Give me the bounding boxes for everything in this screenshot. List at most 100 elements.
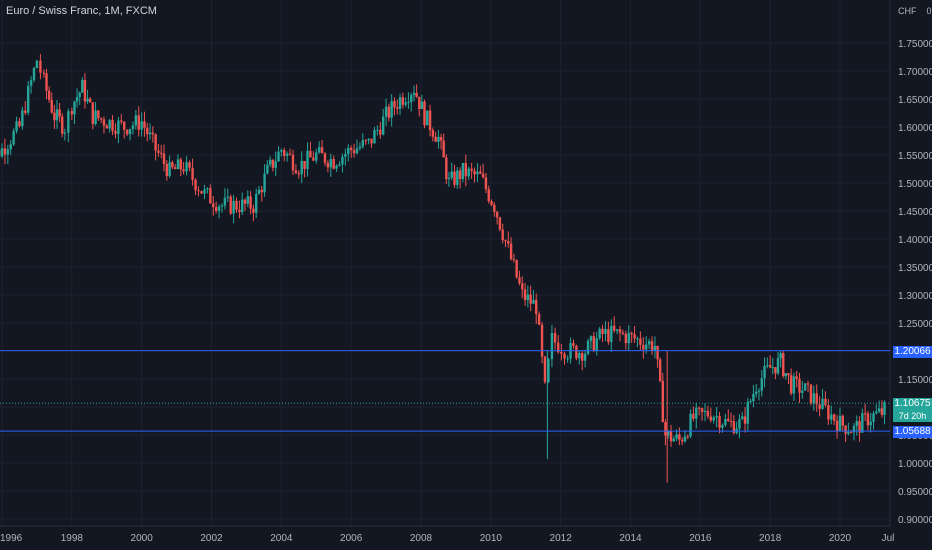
candle-body	[727, 418, 730, 421]
y-tick-label: 1.50000	[898, 179, 932, 190]
candle-body	[678, 434, 681, 440]
y-tick-label: 1.70000	[898, 67, 932, 78]
candle-body	[418, 96, 421, 109]
candle-body	[238, 209, 241, 213]
candle-body	[523, 289, 527, 301]
candle-body	[97, 110, 100, 119]
candle-body	[105, 125, 108, 129]
y-tick-label: 1.35000	[898, 263, 932, 274]
candle-body	[246, 196, 250, 204]
candle-body	[75, 97, 79, 102]
candle-body	[615, 329, 619, 331]
candle-body	[498, 217, 502, 230]
candle-body	[724, 418, 727, 425]
candle-body	[838, 415, 842, 431]
candle-body	[188, 162, 191, 168]
candle-body	[621, 332, 625, 334]
candle-body	[280, 150, 283, 152]
candle-body	[526, 294, 530, 301]
candle-body	[173, 167, 177, 170]
candle-body	[21, 110, 24, 127]
candle-body	[512, 259, 516, 261]
x-tick-label: 2000	[131, 533, 154, 544]
candle-body	[309, 150, 312, 158]
candle-body	[53, 112, 56, 121]
y-tick-label: 0.95000	[898, 487, 932, 498]
candle-body	[661, 380, 664, 423]
candle-body	[203, 189, 206, 194]
candle-body	[667, 431, 670, 436]
candle-body	[686, 436, 689, 438]
candle-body	[732, 421, 736, 434]
scale-zero-label: 0	[926, 6, 932, 16]
candle-body	[24, 110, 27, 113]
candle-body	[217, 206, 221, 211]
candle-body	[706, 410, 710, 417]
candle-body	[102, 119, 106, 126]
candle-body	[774, 367, 777, 374]
candle-body	[151, 132, 155, 135]
candle-body	[370, 138, 373, 144]
candle-body	[55, 109, 59, 121]
candle-body	[557, 342, 560, 353]
candle-body	[162, 153, 166, 164]
candle-body	[131, 125, 135, 129]
candle-body	[535, 299, 538, 315]
candle-body	[194, 179, 197, 191]
candle-body	[315, 152, 318, 161]
candle-body	[461, 162, 465, 179]
candle-body	[787, 373, 790, 376]
candle-body	[476, 171, 479, 175]
candle-body	[718, 416, 721, 428]
candle-body	[274, 161, 277, 168]
candle-body	[268, 159, 272, 165]
candle-body	[553, 333, 557, 343]
x-tick-label: 2016	[689, 533, 712, 544]
candle-body	[547, 359, 550, 382]
upper-line-price-tag[interactable]: 1.20066	[893, 346, 932, 358]
candle-body	[776, 358, 780, 374]
candle-body	[78, 92, 81, 98]
candle-body	[589, 336, 593, 341]
candle-body	[575, 345, 578, 359]
candle-body	[752, 393, 755, 402]
candle-body	[709, 416, 713, 421]
candle-body	[390, 101, 393, 118]
candle-body	[361, 140, 365, 147]
candle-body	[283, 150, 286, 156]
candle-body	[869, 421, 872, 426]
candle-body	[285, 153, 289, 156]
candle-body	[835, 420, 839, 431]
candle-body	[401, 97, 405, 105]
candle-body	[650, 341, 654, 351]
candle-body	[818, 404, 821, 409]
candle-body	[3, 148, 7, 155]
candle-body	[645, 344, 648, 350]
candle-body	[223, 197, 227, 206]
candle-body	[532, 299, 535, 304]
candle-body	[434, 136, 437, 142]
candle-body	[120, 120, 123, 122]
candle-body	[504, 240, 507, 242]
candle-body	[297, 173, 300, 175]
candle-body	[241, 199, 244, 213]
candle-body	[206, 188, 209, 190]
candle-body	[880, 408, 884, 415]
candle-body	[212, 203, 215, 208]
candle-body	[493, 204, 496, 212]
lower-line-price-tag[interactable]: 1.05688	[893, 426, 932, 438]
candle-body	[214, 207, 218, 211]
candle-body	[669, 431, 673, 442]
candle-body	[540, 324, 544, 357]
candle-body	[487, 189, 490, 202]
candle-body	[821, 398, 824, 409]
candle-body	[291, 154, 295, 171]
candle-body	[760, 378, 763, 391]
candle-body	[303, 160, 306, 169]
candle-body	[883, 402, 886, 415]
candle-body	[806, 383, 810, 385]
candle-body	[798, 378, 801, 393]
candle-body	[861, 413, 864, 433]
